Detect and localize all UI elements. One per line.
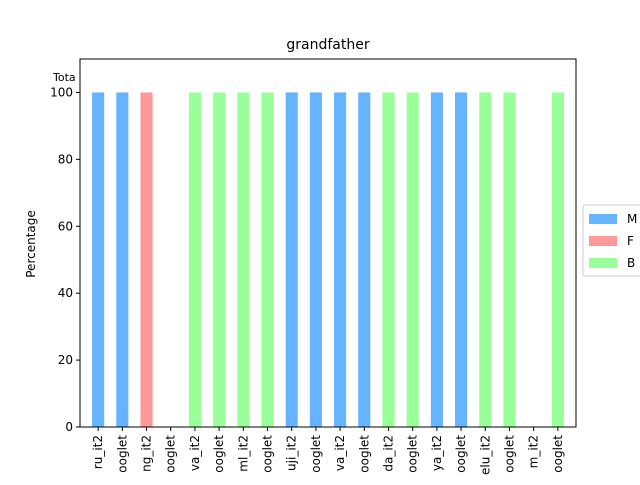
chart-title: grandfather <box>286 37 369 53</box>
x-tick-label: va_it2 <box>188 435 202 471</box>
bar-m <box>430 92 443 427</box>
y-axis: 0 20 40 60 80 100 <box>50 85 80 434</box>
x-tick-label: ya_it2 <box>430 435 444 471</box>
bar-m <box>116 92 129 427</box>
x-tick-label: ooglet <box>115 435 129 473</box>
legend-swatch <box>589 236 617 246</box>
y-tick-label: 80 <box>58 152 73 166</box>
corner-label: Tota <box>52 71 76 84</box>
x-tick-label: ooglet <box>551 435 565 473</box>
bars-group <box>92 92 564 427</box>
x-tick-label: va_it2 <box>333 435 347 471</box>
x-tick-label: ooglet <box>454 435 468 473</box>
x-tick-label: ooglet <box>261 435 275 473</box>
legend-label: M <box>627 212 637 226</box>
bar-b <box>382 92 395 427</box>
x-tick-label: uji_it2 <box>285 435 299 471</box>
y-tick-label: 60 <box>58 219 73 233</box>
x-tick-label: m_it2 <box>527 435 541 468</box>
x-axis: ru_it2 ooglet ng_it2 ooglet va_it2 ooglet ml_i… <box>91 427 565 475</box>
bar-b <box>503 92 516 427</box>
x-tick-label: ooglet <box>164 435 178 473</box>
bar-b <box>406 92 419 427</box>
legend-swatch <box>589 258 617 268</box>
x-tick-label: ooglet <box>212 435 226 473</box>
y-tick-label: 40 <box>58 286 73 300</box>
y-tick-label: 100 <box>50 85 73 99</box>
x-tick-label: ml_it2 <box>236 435 250 472</box>
x-tick-label: ooglet <box>309 435 323 473</box>
plot-frame <box>79 58 577 428</box>
x-tick-label: ooglet <box>406 435 420 473</box>
bar-b <box>188 92 201 427</box>
x-tick-label: elu_it2 <box>478 435 492 475</box>
legend-swatch <box>589 214 617 224</box>
legend: MFB <box>582 204 640 277</box>
y-tick-label: 20 <box>58 353 73 367</box>
bar-b <box>551 92 564 427</box>
x-tick-label: ooglet <box>502 435 516 473</box>
bar-m <box>285 92 298 427</box>
bar-b <box>479 92 492 427</box>
y-axis-label: Percentage <box>24 210 38 278</box>
x-tick-label: ooglet <box>357 435 371 473</box>
x-tick-label: ng_it2 <box>140 435 154 472</box>
bar-b <box>213 92 226 427</box>
y-tick-label: 0 <box>65 420 73 434</box>
bar-m <box>334 92 347 427</box>
bar-m <box>358 92 371 427</box>
x-tick-label: da_it2 <box>381 435 395 472</box>
bar-m <box>309 92 322 427</box>
legend-label: F <box>627 234 634 248</box>
bar-f <box>140 92 153 427</box>
bar-b <box>261 92 274 427</box>
legend-label: B <box>627 256 635 270</box>
bar-m <box>455 92 468 427</box>
x-tick-label: ru_it2 <box>91 435 105 469</box>
bar-b <box>237 92 250 427</box>
bar-m <box>92 92 105 427</box>
